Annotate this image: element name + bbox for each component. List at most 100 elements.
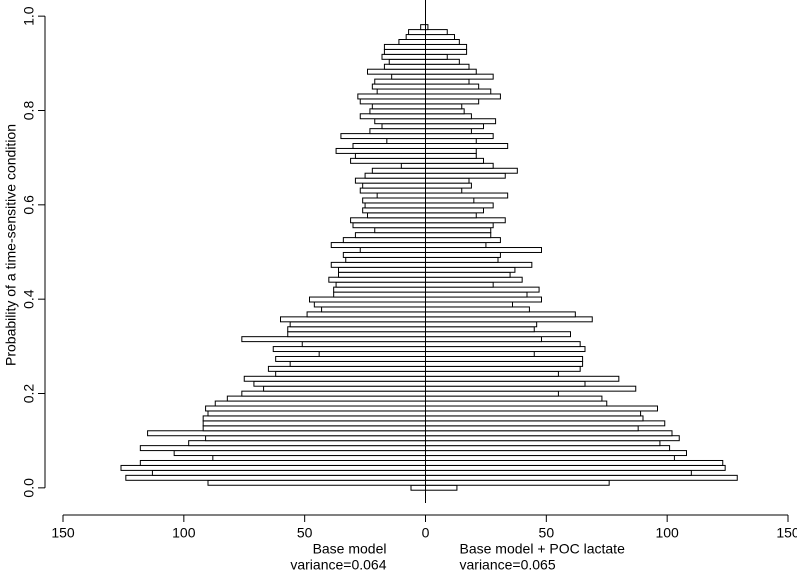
bar — [188, 440, 426, 447]
bar — [425, 222, 494, 229]
bar — [425, 123, 484, 130]
bar — [267, 365, 426, 372]
bar — [207, 479, 426, 486]
bar — [354, 232, 426, 239]
bar — [425, 445, 671, 452]
bar — [425, 197, 475, 204]
bar — [383, 48, 426, 55]
bar — [275, 370, 426, 377]
bar — [205, 405, 426, 412]
bar — [376, 88, 426, 95]
bar — [425, 78, 470, 85]
bar — [342, 237, 427, 244]
bar — [425, 172, 506, 179]
bar — [335, 281, 427, 288]
bar — [425, 311, 576, 318]
bar — [139, 459, 426, 466]
bar — [425, 177, 470, 184]
bar — [425, 296, 542, 303]
bar — [425, 385, 637, 392]
bar — [371, 103, 427, 110]
bar — [376, 192, 426, 199]
bar — [425, 341, 581, 348]
bar — [425, 435, 680, 442]
bar — [425, 93, 501, 100]
bar — [345, 256, 426, 263]
y-tick-label: 0.6 — [21, 195, 37, 215]
bar — [359, 247, 426, 253]
bar — [350, 217, 427, 224]
x-tick-label: 150 — [776, 525, 797, 541]
bar — [371, 167, 427, 174]
bar — [425, 73, 494, 80]
bar — [425, 405, 658, 412]
bar — [425, 39, 460, 45]
bar — [425, 227, 492, 234]
bar — [425, 138, 477, 145]
bar — [425, 251, 501, 258]
bar — [333, 286, 426, 293]
bar — [425, 321, 538, 328]
bar — [425, 266, 516, 273]
x-tick-label: 50 — [297, 525, 313, 541]
bar — [383, 43, 426, 50]
bar — [425, 83, 480, 90]
bar — [425, 459, 724, 466]
bar — [147, 430, 426, 437]
bar — [398, 39, 426, 45]
bar — [425, 133, 494, 140]
bar — [425, 420, 666, 427]
bar — [425, 128, 472, 135]
bar — [388, 58, 426, 65]
bar — [425, 212, 477, 219]
bar — [350, 157, 427, 164]
bar — [369, 128, 426, 135]
bar — [309, 296, 426, 303]
bar — [374, 227, 426, 234]
bar — [253, 380, 426, 387]
bar — [425, 410, 642, 417]
bar — [425, 316, 593, 323]
bar — [425, 98, 480, 105]
bar — [202, 415, 426, 422]
y-axis-label: Probability of a time-sensitive conditio… — [3, 124, 19, 366]
bar — [289, 321, 426, 328]
bar — [381, 123, 426, 130]
bar — [425, 192, 509, 199]
bar — [425, 276, 523, 283]
bar — [354, 177, 426, 184]
bar — [425, 395, 603, 402]
bar — [425, 271, 511, 278]
bar — [226, 395, 426, 402]
bar — [425, 455, 675, 461]
bar — [151, 469, 427, 476]
bar — [321, 306, 427, 313]
bar — [425, 400, 608, 407]
bar — [425, 346, 586, 353]
bar — [425, 43, 468, 50]
bar — [425, 375, 620, 382]
bar — [243, 375, 426, 382]
bar — [328, 276, 427, 283]
bar — [369, 108, 426, 115]
bar — [425, 48, 468, 55]
bar — [386, 138, 427, 145]
bar — [425, 440, 661, 447]
y-tick-label: 0.8 — [21, 101, 37, 121]
bar — [425, 469, 692, 476]
bar — [207, 410, 426, 417]
bar — [400, 162, 427, 169]
bar — [318, 351, 426, 357]
series-name: Base model + POC lactate — [460, 541, 626, 557]
bar — [374, 118, 426, 125]
bar — [362, 207, 426, 214]
series-subtitle: variance=0.064 — [290, 557, 386, 571]
bar — [364, 172, 427, 179]
bar — [425, 152, 477, 159]
bar — [139, 445, 426, 452]
bar — [359, 187, 426, 194]
bar — [425, 331, 571, 338]
bar — [425, 415, 644, 422]
bar — [289, 360, 426, 367]
y-tick-label: 0.2 — [21, 384, 37, 404]
